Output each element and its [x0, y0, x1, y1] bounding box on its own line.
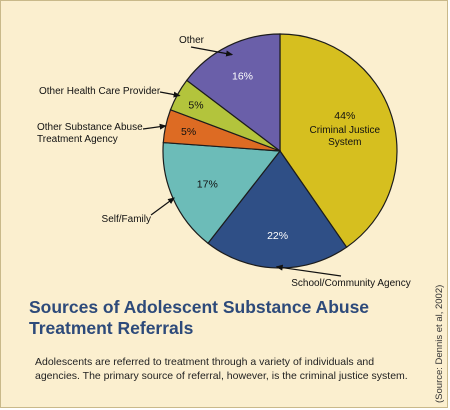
- pct-label-other: 16%: [232, 71, 253, 83]
- slice-label-other-sa-treatment-line-2: Treatment Agency: [37, 134, 118, 145]
- pct-label-school-community: 22%: [267, 230, 288, 242]
- arrow-self-family: [150, 197, 175, 216]
- arrow-school-community: [275, 264, 342, 277]
- slice-label-other-sa-treatment-line-1: Other Substance Abuse: [37, 122, 143, 133]
- arrow-other-sa-treatment: [142, 123, 167, 130]
- chart-title-line-2: Treatment Referrals: [29, 318, 194, 338]
- chart-caption: Adolescents are referred to treatment th…: [35, 356, 408, 382]
- slice-label-other-health-care: Other Health Care Provider: [39, 86, 161, 97]
- pct-label-self-family: 17%: [197, 178, 218, 190]
- source-citation: (Source: Dennis et al, 2002): [434, 284, 445, 403]
- pct-label-other-sa-treatment: 5%: [181, 126, 196, 138]
- chart-title: Sources of Adolescent Substance Abuse Tr…: [29, 297, 409, 339]
- pct-label-criminal-justice: 44%: [334, 110, 355, 122]
- slice-label-criminal-justice-line-2: System: [328, 137, 361, 148]
- pie-slice-criminal-justice: [279, 33, 398, 249]
- slice-label-other: Other: [179, 35, 205, 46]
- arrow-other: [190, 46, 234, 57]
- slice-label-criminal-justice-line-1: Criminal Justice: [310, 125, 381, 136]
- pct-label-other-health-care: 5%: [188, 100, 203, 112]
- arrow-other-health-care: [159, 91, 181, 98]
- pie-slice-other: [185, 33, 281, 153]
- chart-title-line-1: Sources of Adolescent Substance Abuse: [29, 297, 370, 317]
- slice-label-school-community: School/Community Agency: [291, 278, 411, 289]
- slice-label-self-family: Self/Family: [102, 214, 151, 225]
